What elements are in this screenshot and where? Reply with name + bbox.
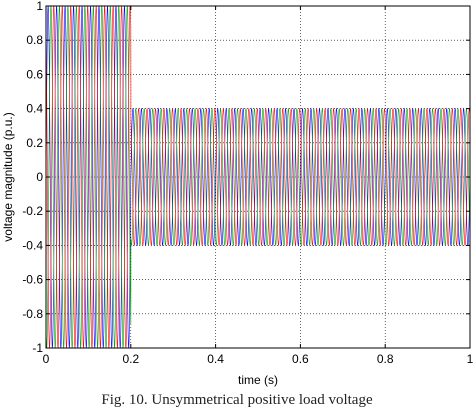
x-axis-title: time (s) [238,373,278,387]
x-tick-label: 0.8 [377,352,394,366]
y-tick-labels: 1 0.8 0.6 0.4 0.2 0 -0.2 -0.4 -0.6 -0.8 -1 [22,0,43,355]
y-tick-label: 0.2 [26,136,43,150]
y-tick-label: -0.8 [22,307,43,321]
x-tick-label: 0.2 [122,352,139,366]
y-tick-label: 0.4 [26,102,43,116]
y-tick-label: -0.4 [22,238,43,252]
x-tick-labels: 0 0.2 0.4 0.6 0.8 1 [43,352,474,366]
series-line-3 [45,4,471,350]
y-tick-label: -0.2 [22,204,43,218]
y-tick-label: -1 [32,341,43,355]
x-tick-label: 1 [467,352,474,366]
figure-caption: Fig. 10. Unsymmetrical positive load vol… [101,392,373,408]
x-tick-label: 0 [43,352,50,366]
series-line-1 [45,5,471,349]
x-tick-label: 0.6 [292,352,309,366]
series-line-2 [45,4,471,350]
series-layer [45,4,471,350]
x-tick-label: 0.4 [207,352,224,366]
y-tick-label: 0.6 [26,67,43,81]
y-tick-label: 0 [36,170,43,184]
y-tick-label: -0.6 [22,273,43,287]
ticks [45,5,471,349]
y-tick-label: 0.8 [26,33,43,47]
y-axis-title: voltage magnitude (p.u.) [1,112,15,241]
y-tick-label: 1 [36,0,43,13]
